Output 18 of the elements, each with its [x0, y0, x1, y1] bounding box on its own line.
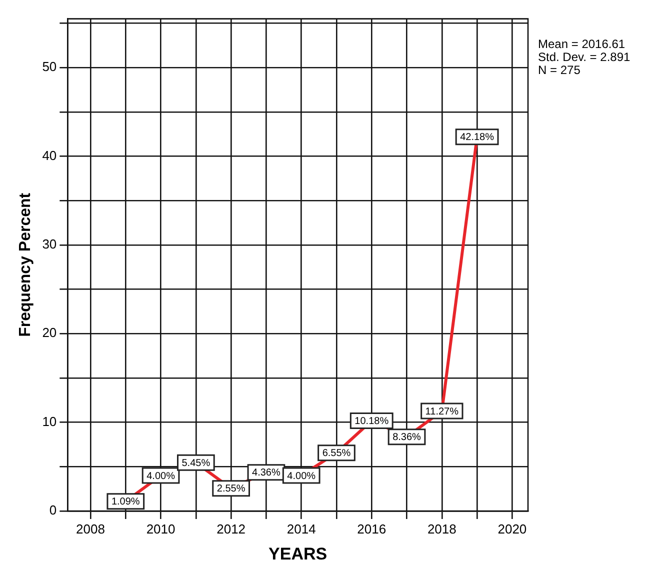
x-axis-title: YEARS: [268, 544, 328, 564]
x-tick-label: 2016: [357, 521, 386, 536]
x-tick-label: 2018: [427, 521, 456, 536]
y-tick-label: 10: [42, 414, 57, 429]
x-tick-label: 2012: [216, 521, 246, 536]
x-tick-label: 2008: [76, 521, 105, 536]
y-tick-label: 20: [42, 325, 57, 340]
y-tick-label: 0: [49, 502, 57, 518]
text: Std. Dev. = 2.891: [538, 50, 630, 64]
x-tick-label: 2014: [286, 521, 316, 536]
y-axis-title: Frequency Percent: [17, 192, 34, 337]
y-tick-label: 50: [42, 59, 57, 74]
y-tick-label: 40: [42, 148, 57, 163]
x-tick-label: 2020: [498, 521, 527, 536]
text: Mean = 2016.61: [538, 37, 626, 52]
x-tick-label: 2010: [146, 521, 176, 536]
y-tick-label: 30: [42, 236, 57, 252]
text: N = 275: [538, 63, 581, 78]
